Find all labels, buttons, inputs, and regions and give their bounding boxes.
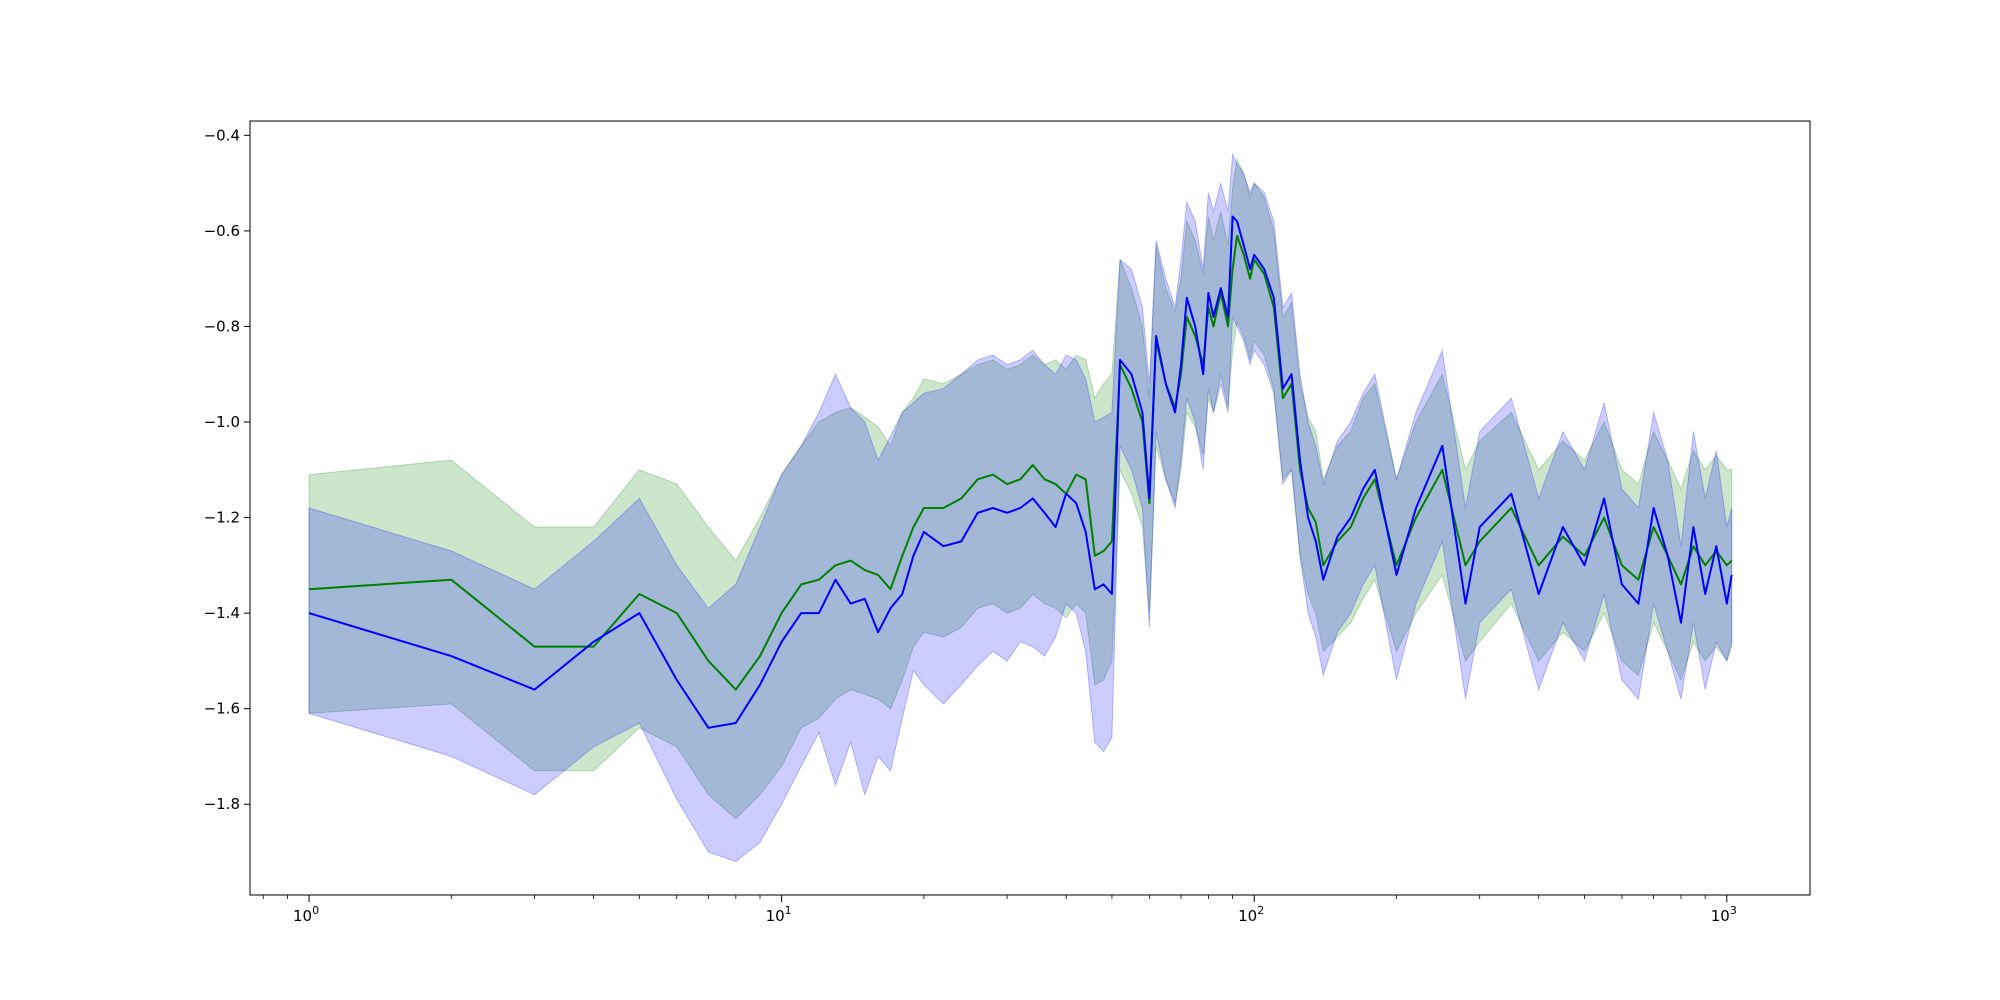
y-tick-label-7: −1.8 — [204, 795, 240, 813]
y-tick-label-2: −0.8 — [204, 317, 240, 335]
plot-area — [249, 120, 1811, 896]
y-tick-label-4: −1.2 — [204, 509, 240, 527]
x-tick-label-0: 100 — [293, 904, 319, 925]
x-tick-label-2: 102 — [1238, 904, 1264, 925]
axes-frame — [249, 120, 1811, 896]
band-series-1 — [308, 157, 1733, 820]
y-tick-label-1: −0.6 — [204, 222, 240, 240]
x-axis: 100 101 102 103 — [262, 895, 1737, 925]
y-tick-label-5: −1.4 — [204, 604, 240, 622]
y-axis: −0.4 −0.6 −0.8 −1.0 −1.2 −1.4 −1.6 −1.8 — [204, 126, 250, 813]
series-lines — [308, 215, 1733, 729]
y-tick-label-0: −0.4 — [204, 126, 240, 144]
line-series-1 — [308, 234, 1733, 691]
x-tick-label-1: 101 — [766, 904, 792, 925]
line-series-2 — [308, 215, 1733, 729]
y-tick-label-6: −1.6 — [204, 700, 240, 718]
y-tick-label-3: −1.0 — [204, 413, 240, 431]
x-tick-label-3: 103 — [1711, 904, 1737, 925]
